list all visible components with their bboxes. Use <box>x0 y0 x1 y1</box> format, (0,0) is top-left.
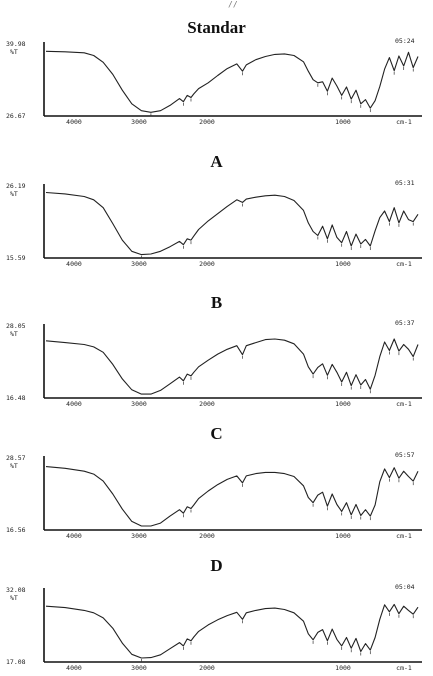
x-tick-label: 4000 <box>66 532 82 540</box>
corner-time-label: 05:24 <box>395 37 415 45</box>
x-tick-label: 2000 <box>199 400 215 408</box>
chart-title-b: B <box>210 293 223 312</box>
y-top-tick-label: 26.19 <box>6 182 26 190</box>
y-top-tick-label: 32.08 <box>6 586 26 594</box>
chart-title-standar: Standar <box>187 18 246 37</box>
x-tick-label: 1000 <box>335 400 351 408</box>
x-tick-label: cm-1 <box>396 400 412 408</box>
x-tick-label: 2000 <box>199 260 215 268</box>
spectrum-line <box>45 466 419 527</box>
corner-time-label: 05:04 <box>395 583 415 591</box>
corner-time-label: 05:31 <box>395 179 415 187</box>
x-tick-label: 2000 <box>199 532 215 540</box>
x-tick-label: cm-1 <box>396 118 412 126</box>
y-bottom-tick-label: 16.56 <box>6 526 26 534</box>
x-tick-label: 1000 <box>335 260 351 268</box>
spectrum-chart-standar: 39.98%T 26.67 05:24 4000 3000 2000 1000 cm-1 <box>6 37 422 126</box>
y-top-tick-label: 28.57 <box>6 454 26 462</box>
y-axis-label: %T <box>10 190 18 198</box>
y-axis-label: %T <box>10 48 18 56</box>
x-tick-label: 1000 <box>335 532 351 540</box>
y-axis-label: %T <box>10 330 18 338</box>
spectrum-line <box>45 603 419 659</box>
spectrum-chart-b: 28.05%T 16.48 05:37 4000 3000 2000 1000 cm-1 <box>6 319 422 408</box>
x-tick-label: cm-1 <box>396 664 412 672</box>
chart-title-d: D <box>210 556 223 575</box>
x-tick-label: 4000 <box>66 118 82 126</box>
x-tick-label: 4000 <box>66 260 82 268</box>
chart-title-c: C <box>210 424 223 443</box>
corner-time-label: 05:57 <box>395 451 415 459</box>
y-axis-label: %T <box>10 594 18 602</box>
x-tick-label: 1000 <box>335 664 351 672</box>
x-tick-label: 3000 <box>131 260 147 268</box>
x-tick-label: 2000 <box>199 664 215 672</box>
spectrum-chart-c: 28.57%T 16.56 05:57 4000 3000 2000 1000 cm-1 <box>6 451 422 540</box>
y-bottom-tick-label: 16.48 <box>6 394 26 402</box>
header-mark: // <box>228 0 238 9</box>
x-tick-label: 3000 <box>131 400 147 408</box>
x-tick-label: 4000 <box>66 664 82 672</box>
y-bottom-tick-label: 26.67 <box>6 112 26 120</box>
x-tick-label: 3000 <box>131 664 147 672</box>
chart-title-a: A <box>210 152 223 171</box>
x-tick-label: 3000 <box>131 532 147 540</box>
x-tick-label: 3000 <box>131 118 147 126</box>
y-axis-label: %T <box>10 462 18 470</box>
y-bottom-tick-label: 17.08 <box>6 658 26 666</box>
x-tick-label: cm-1 <box>396 532 412 540</box>
x-tick-label: cm-1 <box>396 260 412 268</box>
x-tick-label: 2000 <box>199 118 215 126</box>
spectrum-line <box>45 191 419 256</box>
x-tick-label: 4000 <box>66 400 82 408</box>
y-bottom-tick-label: 15.59 <box>6 254 26 262</box>
spectrum-line <box>45 338 419 395</box>
corner-time-label: 05:37 <box>395 319 415 327</box>
spectrum-chart-d: 32.08%T 17.08 05:04 4000 3000 2000 1000 cm-1 <box>6 583 422 672</box>
x-tick-label: 1000 <box>335 118 351 126</box>
y-top-tick-label: 28.05 <box>6 322 26 330</box>
spectrum-chart-a: 26.19%T 15.59 05:31 4000 3000 2000 1000 cm-1 <box>6 179 422 268</box>
spectrum-line <box>45 50 419 113</box>
y-top-tick-label: 39.98 <box>6 40 26 48</box>
